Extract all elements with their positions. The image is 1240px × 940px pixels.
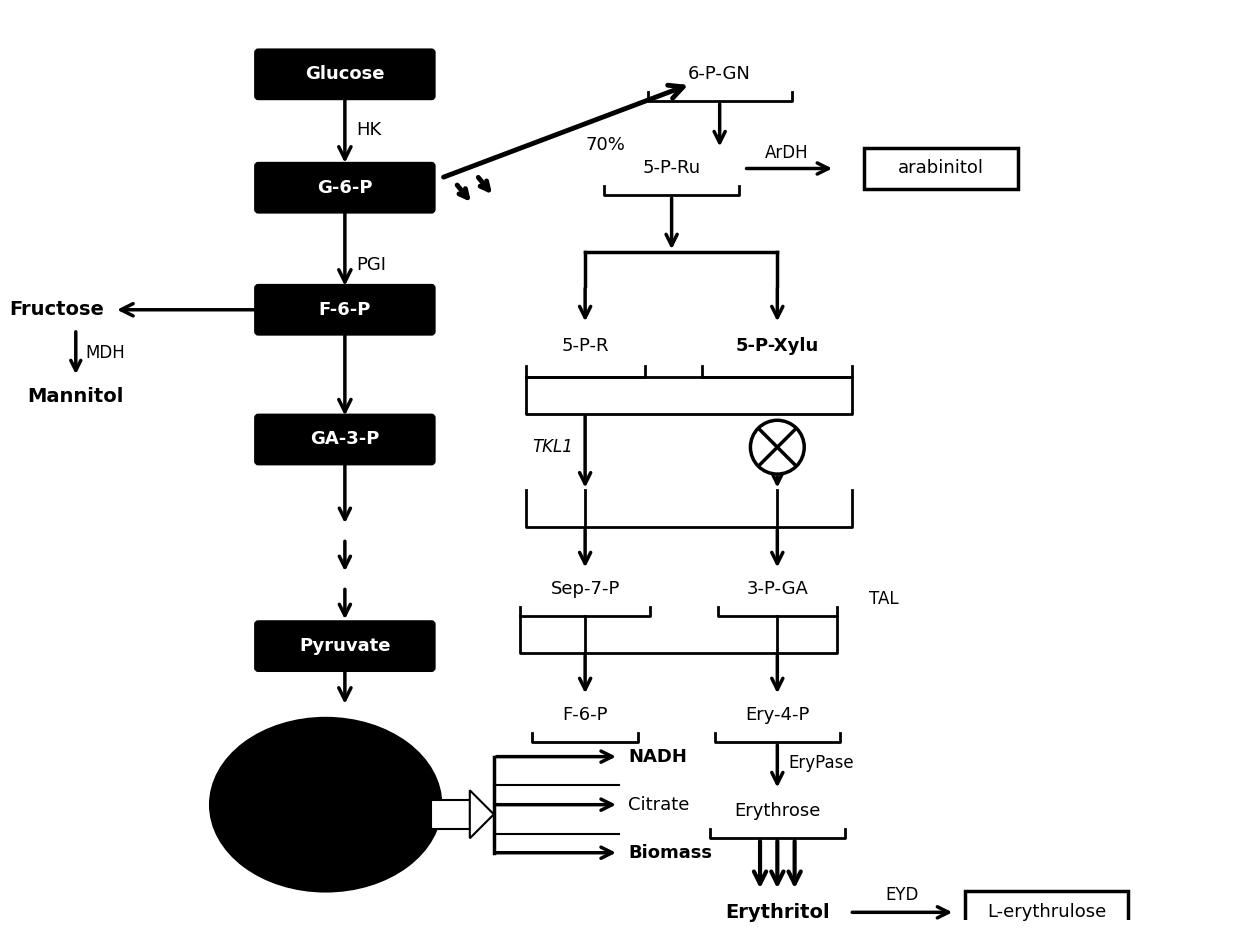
Text: Erythritol: Erythritol bbox=[725, 902, 830, 922]
FancyBboxPatch shape bbox=[255, 50, 434, 99]
Text: MDH: MDH bbox=[86, 344, 125, 362]
Text: Glucose: Glucose bbox=[305, 65, 384, 84]
Text: TAL: TAL bbox=[869, 590, 898, 608]
Polygon shape bbox=[470, 791, 494, 838]
Text: 70%: 70% bbox=[585, 136, 625, 154]
Text: Ery-4-P: Ery-4-P bbox=[745, 706, 810, 725]
Text: GA-3-P: GA-3-P bbox=[310, 431, 379, 448]
Text: 5-P-Xylu: 5-P-Xylu bbox=[735, 337, 818, 355]
FancyBboxPatch shape bbox=[255, 621, 434, 670]
Text: 6-P-GN: 6-P-GN bbox=[688, 65, 751, 84]
Ellipse shape bbox=[211, 718, 441, 891]
Text: HK: HK bbox=[356, 121, 382, 139]
Text: arabinitol: arabinitol bbox=[898, 160, 983, 178]
Text: Erythrose: Erythrose bbox=[734, 803, 821, 821]
Bar bbox=[965, 891, 1128, 933]
FancyBboxPatch shape bbox=[255, 285, 434, 335]
Bar bbox=[864, 149, 1018, 189]
Text: Sep-7-P: Sep-7-P bbox=[551, 580, 620, 599]
Text: 5-P-R: 5-P-R bbox=[562, 337, 609, 355]
Circle shape bbox=[750, 420, 805, 474]
Text: Fructose: Fructose bbox=[10, 300, 104, 320]
Text: Pyruvate: Pyruvate bbox=[299, 637, 391, 655]
Text: Citrate: Citrate bbox=[629, 795, 689, 814]
Text: EryPase: EryPase bbox=[789, 755, 854, 773]
Text: PGI: PGI bbox=[356, 256, 387, 274]
Text: NADH: NADH bbox=[629, 747, 687, 766]
Text: Biomass: Biomass bbox=[629, 844, 712, 862]
Text: 5-P-Ru: 5-P-Ru bbox=[642, 160, 701, 178]
Text: L-erythrulose: L-erythrulose bbox=[987, 903, 1106, 921]
FancyBboxPatch shape bbox=[255, 415, 434, 464]
Text: F-6-P: F-6-P bbox=[563, 706, 608, 725]
Bar bbox=[432, 800, 470, 829]
Text: ArDH: ArDH bbox=[765, 144, 808, 162]
Text: EYD: EYD bbox=[885, 886, 919, 904]
Text: G-6-P: G-6-P bbox=[317, 179, 373, 196]
Text: 3-P-GA: 3-P-GA bbox=[746, 580, 808, 599]
Text: TKL1: TKL1 bbox=[533, 438, 574, 456]
FancyBboxPatch shape bbox=[255, 164, 434, 212]
Text: F-6-P: F-6-P bbox=[319, 301, 371, 319]
Text: Mannitol: Mannitol bbox=[27, 386, 124, 406]
